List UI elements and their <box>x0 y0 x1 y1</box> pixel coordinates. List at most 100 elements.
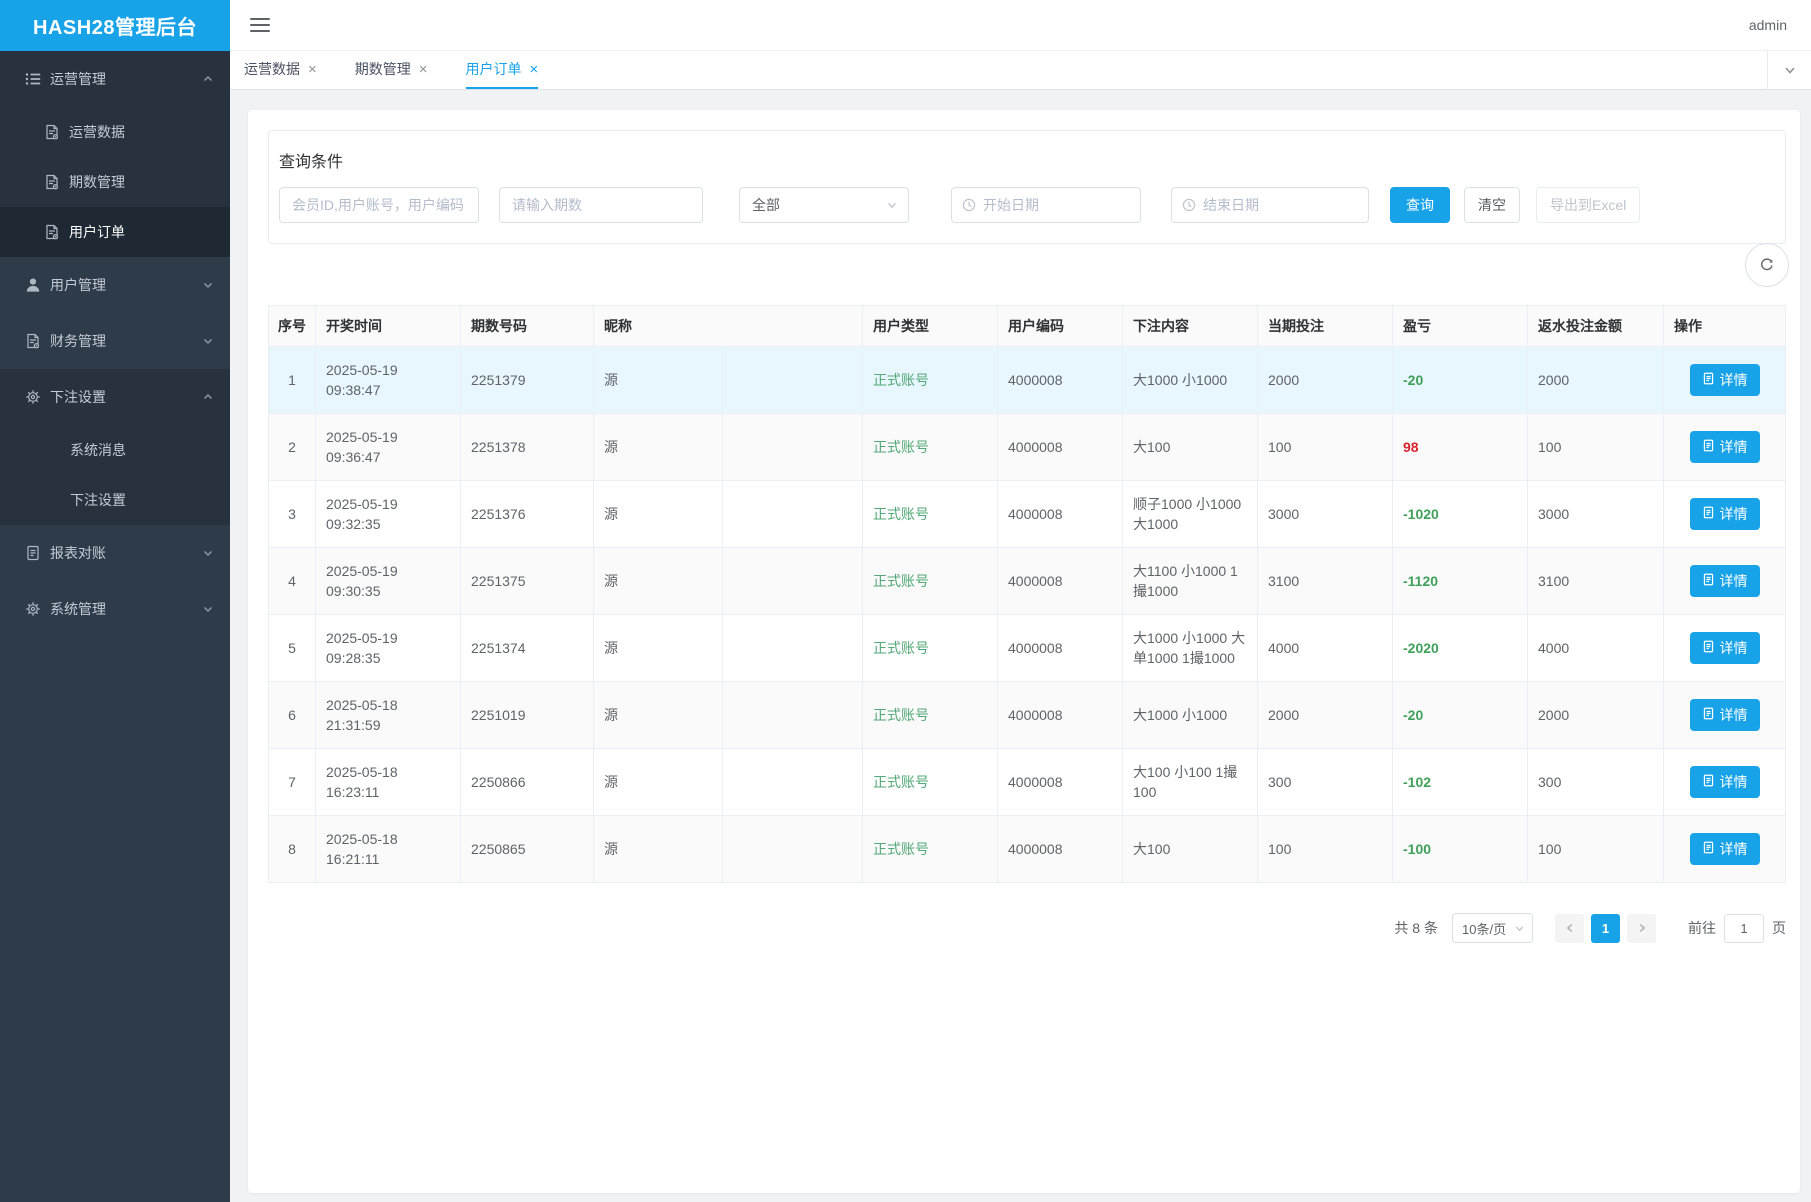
table-row[interactable]: 2 2025-05-19 09:36:47 2251378 源 正式账号 4000008 大… <box>268 413 1786 481</box>
cell-index: 6 <box>268 681 316 749</box>
sidebar-item-operation-data[interactable]: 运营数据 <box>0 107 230 157</box>
page-card: 查询条件 全部 <box>248 110 1800 1193</box>
next-page-button[interactable] <box>1627 913 1656 943</box>
document-white-icon <box>1702 774 1720 790</box>
table-row[interactable]: 3 2025-05-19 09:32:35 2251376 源 正式账号 4000008 顺… <box>268 480 1786 548</box>
table-row[interactable]: 1 2025-05-19 09:38:47 2251379 源 正式账号 4000008 大… <box>268 346 1786 414</box>
close-icon[interactable]: × <box>529 60 539 78</box>
column-header: 盈亏 <box>1392 305 1528 347</box>
user-type-select[interactable]: 全部 <box>739 187 909 223</box>
detail-button[interactable]: 详情 <box>1689 498 1760 530</box>
detail-button-label: 详情 <box>1719 640 1748 656</box>
sidebar-item-label: 财务管理 <box>50 333 106 349</box>
detail-button[interactable]: 详情 <box>1689 632 1760 664</box>
cell-rebate-amount: 100 <box>1527 815 1664 883</box>
cell-rebate-amount: 3100 <box>1527 547 1664 615</box>
arrow-left-icon <box>1564 922 1576 934</box>
page-number-1[interactable]: 1 <box>1591 913 1620 943</box>
detail-button[interactable]: 详情 <box>1689 431 1760 463</box>
table-row[interactable]: 5 2025-05-19 09:28:35 2251374 源 正式账号 4000008 大… <box>268 614 1786 682</box>
tab-actions-dropdown[interactable] <box>1767 51 1811 89</box>
cell-draw-time: 2025-05-19 09:30:35 <box>315 547 461 615</box>
cell-period-number: 2251376 <box>460 480 594 548</box>
cell-bet-amount: 3000 <box>1257 480 1393 548</box>
member-search-input[interactable] <box>279 187 479 223</box>
tab-period-management[interactable]: 期数管理 × <box>355 51 428 89</box>
cell-nickname: 源 <box>593 681 723 749</box>
end-date-picker[interactable]: 结束日期 <box>1171 187 1369 223</box>
cell-index: 1 <box>268 346 316 414</box>
detail-button[interactable]: 详情 <box>1689 364 1760 396</box>
app-logo: HASH28管理后台 <box>0 0 230 51</box>
sidebar-item-user-management[interactable]: 用户管理 <box>0 257 230 313</box>
hamburger-icon[interactable] <box>250 17 270 33</box>
detail-button[interactable]: 详情 <box>1689 766 1760 798</box>
detail-button-label: 详情 <box>1719 707 1748 723</box>
cell-avatar <box>722 413 863 481</box>
sidebar-menu: 运营管理 运营数据 期数管理 用户订单 用户管理 财务管理 下注设置 系统消息 下注设置 报表对账… <box>0 51 230 637</box>
user-menu[interactable]: admin <box>1748 17 1787 33</box>
sidebar-item-report-reconciliation[interactable]: 报表对账 <box>0 525 230 581</box>
main-area: admin 运营数据 × 期数管理 × 用户订单 × 查询条件 全部 <box>230 0 1811 1202</box>
sidebar-item-user-orders[interactable]: 用户订单 <box>0 207 230 257</box>
detail-button[interactable]: 详情 <box>1689 699 1760 731</box>
tab-user-orders[interactable]: 用户订单 × <box>465 51 539 89</box>
table-row[interactable]: 4 2025-05-19 09:30:35 2251375 源 正式账号 4000008 大… <box>268 547 1786 615</box>
goto-page-input[interactable] <box>1724 913 1764 943</box>
sidebar-group-user-management: 用户管理 <box>0 257 230 313</box>
sidebar-item-finance-management[interactable]: 财务管理 <box>0 313 230 369</box>
sidebar-item-label: 运营数据 <box>69 124 125 140</box>
column-header: 序号 <box>268 305 316 347</box>
filter-row: 全部 开始日期 <box>279 187 1775 223</box>
chevron-down-icon <box>1783 63 1797 77</box>
cell-profit: -1020 <box>1392 480 1528 548</box>
table-row[interactable]: 7 2025-05-18 16:23:11 2250866 源 正式账号 4000008 大… <box>268 748 1786 816</box>
doc-gear-icon <box>44 124 60 140</box>
detail-button-label: 详情 <box>1719 439 1748 455</box>
page-size-select[interactable]: 10条/页 <box>1452 913 1533 943</box>
sidebar-item-bet-settings-sub[interactable]: 下注设置 <box>0 475 230 525</box>
cell-actions: 详情 <box>1663 614 1786 682</box>
sidebar-group-finance-management: 财务管理 <box>0 313 230 369</box>
sidebar-item-system-management[interactable]: 系统管理 <box>0 581 230 637</box>
cell-avatar <box>722 346 863 414</box>
chevron-up-icon <box>202 73 214 85</box>
cell-profit: -2020 <box>1392 614 1528 682</box>
cell-avatar <box>722 614 863 682</box>
end-date-placeholder: 结束日期 <box>1203 197 1259 213</box>
prev-page-button[interactable] <box>1555 913 1584 943</box>
tab-operation-data[interactable]: 运营数据 × <box>244 51 317 89</box>
refresh-button[interactable] <box>1745 243 1789 287</box>
cell-actions: 详情 <box>1663 748 1786 816</box>
document-white-icon <box>1702 372 1720 388</box>
search-button[interactable]: 查询 <box>1390 187 1450 223</box>
detail-button[interactable]: 详情 <box>1689 565 1760 597</box>
sidebar-item-bet-settings[interactable]: 下注设置 <box>0 369 230 425</box>
clear-button[interactable]: 清空 <box>1464 187 1520 223</box>
sidebar-item-operations[interactable]: 运营管理 <box>0 51 230 107</box>
sidebar-item-system-messages[interactable]: 系统消息 <box>0 425 230 475</box>
cell-nickname: 源 <box>593 413 723 481</box>
cell-index: 2 <box>268 413 316 481</box>
table-row[interactable]: 8 2025-05-18 16:21:11 2250865 源 正式账号 4000008 大… <box>268 815 1786 883</box>
cell-bet-content: 大100 <box>1122 413 1258 481</box>
goto-label: 前往 <box>1688 920 1716 936</box>
start-date-picker[interactable]: 开始日期 <box>951 187 1141 223</box>
cell-actions: 详情 <box>1663 346 1786 414</box>
period-input[interactable] <box>499 187 703 223</box>
export-excel-button[interactable]: 导出到Excel <box>1536 187 1641 223</box>
detail-button[interactable]: 详情 <box>1689 833 1760 865</box>
cell-period-number: 2251374 <box>460 614 594 682</box>
doc-gear-icon <box>44 174 60 190</box>
cell-index: 5 <box>268 614 316 682</box>
table-row[interactable]: 6 2025-05-18 21:31:59 2251019 源 正式账号 4000008 大… <box>268 681 1786 749</box>
column-header: 用户类型 <box>862 305 998 347</box>
sidebar-item-period-management[interactable]: 期数管理 <box>0 157 230 207</box>
cell-user-type: 正式账号 <box>862 614 998 682</box>
pagination: 共 8 条 10条/页 1 <box>268 913 1786 943</box>
document-white-icon <box>1702 841 1720 857</box>
cell-user-code: 4000008 <box>997 480 1123 548</box>
close-icon[interactable]: × <box>308 60 317 78</box>
close-icon[interactable]: × <box>418 60 428 78</box>
tab-bar: 运营数据 × 期数管理 × 用户订单 × <box>230 51 1811 90</box>
